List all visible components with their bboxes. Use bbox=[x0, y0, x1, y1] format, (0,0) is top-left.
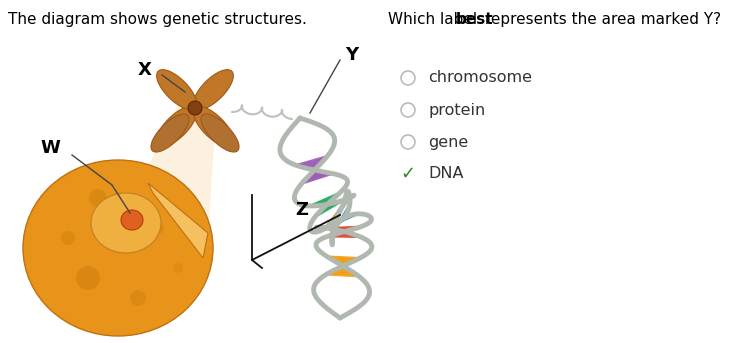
Text: protein: protein bbox=[428, 103, 485, 118]
Text: X: X bbox=[138, 61, 152, 79]
Circle shape bbox=[130, 290, 146, 306]
Text: W: W bbox=[40, 139, 60, 157]
Text: Which label: Which label bbox=[388, 12, 482, 27]
Ellipse shape bbox=[91, 193, 161, 253]
Circle shape bbox=[61, 231, 75, 245]
Circle shape bbox=[89, 189, 107, 207]
Polygon shape bbox=[148, 183, 208, 258]
Circle shape bbox=[152, 222, 164, 234]
Ellipse shape bbox=[157, 70, 197, 109]
Ellipse shape bbox=[157, 106, 197, 146]
Text: ✓: ✓ bbox=[400, 165, 416, 183]
Ellipse shape bbox=[193, 70, 234, 109]
Polygon shape bbox=[138, 100, 215, 238]
Ellipse shape bbox=[151, 114, 189, 152]
Text: DNA: DNA bbox=[428, 166, 463, 181]
Circle shape bbox=[123, 203, 133, 213]
Text: gene: gene bbox=[428, 134, 468, 150]
Text: The diagram shows genetic structures.: The diagram shows genetic structures. bbox=[8, 12, 307, 27]
Text: represents the area marked Y?: represents the area marked Y? bbox=[480, 12, 721, 27]
Text: Y: Y bbox=[345, 46, 358, 64]
Text: best: best bbox=[456, 12, 493, 27]
Text: chromosome: chromosome bbox=[428, 71, 532, 85]
Ellipse shape bbox=[193, 106, 234, 146]
Circle shape bbox=[173, 263, 183, 273]
Ellipse shape bbox=[23, 160, 213, 336]
Text: Z: Z bbox=[295, 201, 308, 219]
Ellipse shape bbox=[121, 210, 143, 230]
Ellipse shape bbox=[188, 101, 202, 115]
Circle shape bbox=[76, 266, 100, 290]
Ellipse shape bbox=[201, 114, 239, 152]
